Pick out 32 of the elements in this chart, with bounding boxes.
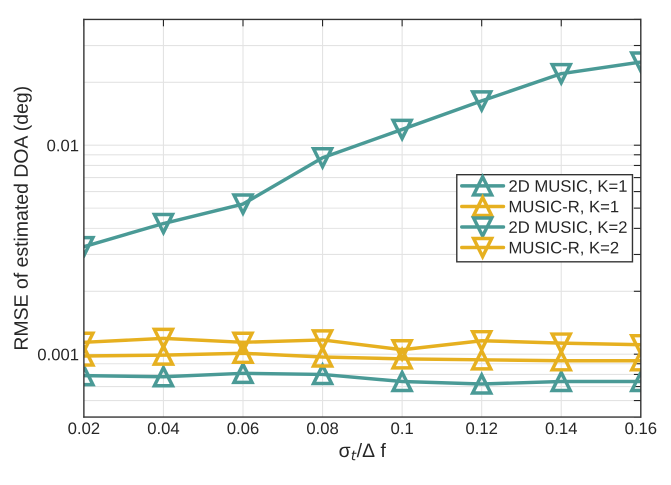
point (470, 373, 492, 395)
x-tick-label: 0.06 (227, 422, 258, 434)
point (391, 339, 413, 361)
x-tick-label: 0.16 (625, 422, 656, 434)
x-tick-label: 0.08 (306, 422, 338, 434)
y-axis-title: RMSE of estimated DOA (deg) (14, 87, 32, 350)
y-tick-label: 0.01 (47, 140, 78, 152)
y-tick-label: 0.001 (38, 348, 78, 360)
point (312, 364, 334, 386)
point (391, 118, 413, 140)
point (312, 346, 334, 368)
point (550, 370, 572, 392)
point (152, 212, 174, 234)
point (232, 332, 254, 354)
x-tick-label: 0.02 (68, 422, 100, 434)
point (470, 90, 492, 112)
point (152, 366, 174, 388)
x-axis-title: σ$_{t}$/Δ f (339, 442, 386, 460)
legend-label: 2D MUSIC, K=1 (509, 180, 627, 194)
point (312, 146, 334, 169)
legend-label: MUSIC-R, K=1 (510, 200, 618, 214)
point (152, 328, 174, 350)
point (152, 344, 174, 366)
legend-label: 2D MUSIC, K=2 (509, 221, 627, 235)
x-tick-label: 0.04 (148, 422, 180, 434)
point (312, 329, 334, 351)
point (391, 370, 413, 392)
x-tick-label: 0.14 (546, 422, 577, 434)
x-tick-label: 0.1 (391, 422, 413, 434)
x-tick-label: 0.12 (466, 422, 498, 434)
legend-label: MUSIC-R, K=2 (510, 242, 618, 256)
point (232, 193, 254, 215)
